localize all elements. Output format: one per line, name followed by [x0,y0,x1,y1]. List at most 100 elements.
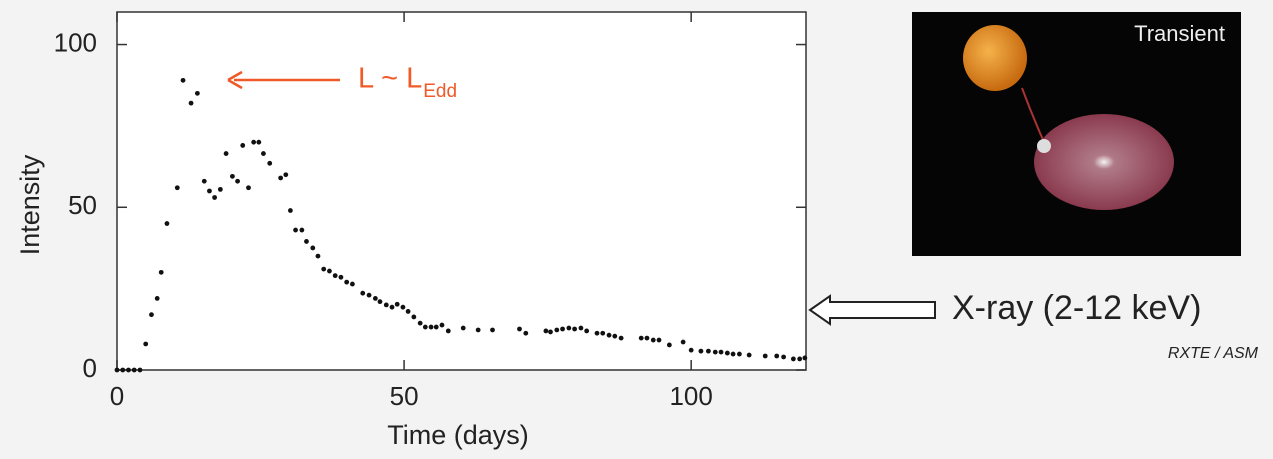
data-point [293,227,298,233]
x-tick-label: 0 [110,381,124,411]
data-point [149,312,154,318]
data-point [114,367,120,373]
data-point [606,332,612,338]
data-point [746,352,752,358]
data-point [350,281,355,287]
data-point [400,304,406,310]
data-point [774,353,780,359]
source-note: RXTE / ASM [1168,345,1259,362]
data-point [724,350,730,356]
data-point [310,245,316,251]
hot-spot [1037,139,1051,153]
data-point [554,327,560,333]
data-point [164,221,170,226]
data-point [644,335,650,341]
data-point [372,296,378,301]
data-point [180,77,186,83]
y-axis-label: Intensity [15,154,45,255]
data-point [618,335,624,341]
data-point [600,330,606,336]
data-point [223,151,229,156]
data-point [460,325,466,331]
accretion-disk [1034,114,1174,210]
plot-frame [116,11,807,371]
data-point [730,351,736,357]
data-point [154,296,160,301]
data-point [131,367,137,373]
data-point [304,239,309,244]
data-point [560,326,565,332]
annotation: L ~ L Edd [227,63,457,102]
data-point [650,337,656,343]
data-point [201,178,207,184]
donor-star [963,25,1027,91]
data-point [762,353,768,359]
data-point [405,309,411,314]
data-point [594,330,600,336]
data-point [267,160,273,166]
data-point [718,349,724,355]
data-point [230,173,235,179]
inset-title: Transient [1134,21,1225,46]
data-point [572,326,578,332]
data-point [261,151,266,156]
data-point [321,266,327,272]
data-point [543,328,549,334]
data-point [523,330,529,336]
x-tick-label: 50 [390,381,419,411]
data-point [797,356,803,362]
data-point [656,337,662,343]
data-point [411,314,417,320]
x-tick-label: 100 [669,381,712,411]
side-arrow [808,294,936,326]
data-point [578,325,584,331]
data-point [344,279,350,285]
data-point [517,326,522,332]
plot: 0 50 100 0 50 100 [54,12,808,411]
data-point [612,333,618,339]
inset-image: Transient [912,12,1241,256]
data-point [705,348,711,354]
data-point [143,341,149,347]
data-point [137,367,143,373]
data-point [287,208,293,213]
data-point [688,347,694,353]
data-point [256,139,262,145]
data-point [360,290,366,296]
data-point [790,356,796,362]
data-point [240,143,246,148]
data-point [283,172,289,178]
data-point [439,322,445,328]
data-point [802,355,808,361]
data-point [188,100,194,106]
data-point [584,328,590,334]
data-point [174,185,180,191]
data-point [712,349,718,355]
data-point [383,302,389,308]
data-point [698,348,704,354]
side-label: X-ray (2-12 keV) [952,289,1201,327]
data-point [433,324,439,330]
data-point [299,227,305,233]
data-point [428,324,434,330]
data-point [194,90,200,96]
mass-stream [1021,87,1045,143]
data-point [377,299,383,305]
data-point [235,178,240,184]
data-point [212,195,218,200]
data-point [638,335,644,341]
y-tick-label: 100 [54,27,97,57]
data-point [781,354,787,360]
data-point [394,301,400,307]
data-point [278,175,284,181]
data-point [246,185,251,191]
data-point [126,367,131,373]
data-point [417,320,423,326]
data-point [207,188,212,194]
data-point [548,329,553,335]
data-point [566,325,572,331]
data-point [315,253,321,259]
data-point [666,342,672,348]
data-point [332,273,338,279]
